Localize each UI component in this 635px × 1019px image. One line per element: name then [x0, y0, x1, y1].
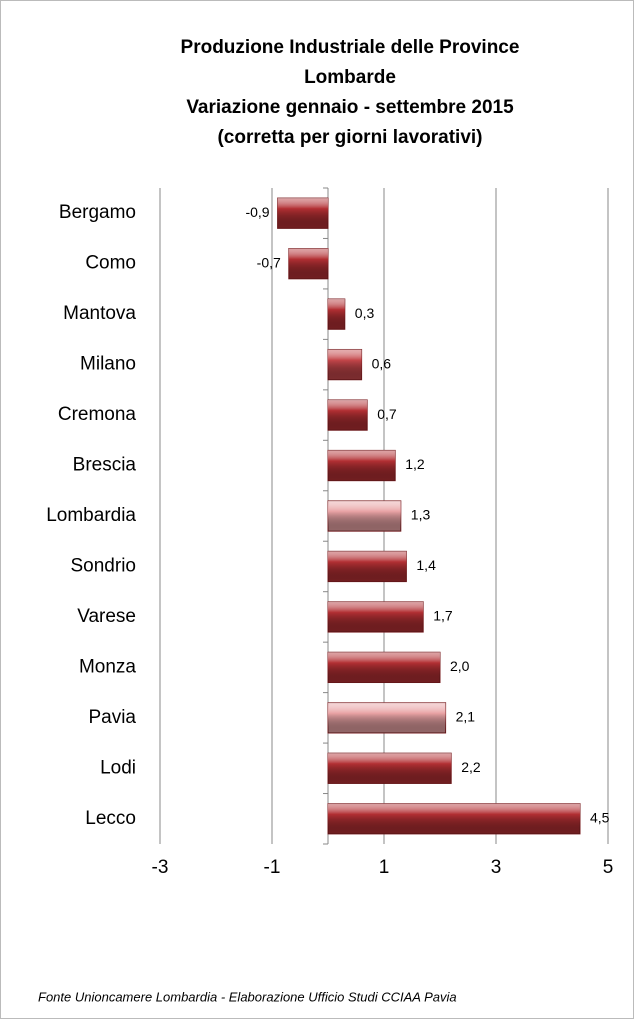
value-label: 0,6 — [372, 355, 392, 371]
x-tick-label: 1 — [379, 857, 390, 878]
x-tick-label: 3 — [491, 857, 502, 878]
bar-shade — [328, 753, 452, 784]
value-label: 0,3 — [355, 305, 375, 321]
chart-title: Lombarde — [304, 67, 396, 88]
value-label: 1,4 — [416, 557, 436, 573]
value-label: 1,7 — [433, 608, 453, 624]
category-label: Lombardia — [46, 505, 136, 526]
x-tick-label: -3 — [152, 857, 169, 878]
bar-shade — [277, 198, 328, 229]
x-tick-label: 5 — [603, 857, 614, 878]
value-label: -0,7 — [257, 254, 281, 270]
category-label: Varese — [77, 606, 136, 627]
bar-shade — [328, 601, 424, 633]
bar-shade — [328, 702, 446, 733]
bar-shade — [328, 450, 396, 481]
bar-shade — [328, 652, 440, 683]
category-label: Bergamo — [59, 202, 136, 223]
bar-shade — [328, 551, 407, 582]
category-label: Brescia — [73, 455, 137, 476]
x-tick-label: -1 — [264, 857, 281, 878]
bar-shade — [288, 248, 328, 279]
bar-shade — [328, 299, 345, 330]
bar-shade — [328, 349, 362, 380]
category-label: Sondrio — [71, 555, 137, 576]
category-label: Como — [85, 253, 136, 274]
chart-title: Produzione Industriale delle Province — [181, 37, 520, 58]
category-label: Lodi — [100, 757, 136, 778]
value-label: 2,1 — [456, 709, 476, 725]
category-label: Pavia — [88, 707, 136, 728]
category-label: Monza — [79, 656, 136, 677]
value-label: 4,5 — [590, 809, 610, 825]
category-label: Cremona — [58, 404, 137, 425]
value-label: -0,9 — [245, 204, 269, 220]
category-label: Lecco — [85, 808, 136, 829]
value-label: 1,2 — [405, 456, 425, 472]
category-label: Milano — [80, 354, 136, 375]
category-label: Mantova — [63, 303, 136, 324]
value-label: 2,2 — [461, 759, 481, 775]
chart-title: Variazione gennaio - settembre 2015 — [186, 97, 514, 118]
bar-shade — [328, 500, 401, 532]
source-note: Fonte Unioncamere Lombardia - Elaborazio… — [38, 989, 457, 1004]
bar-shade — [328, 803, 580, 834]
bar-shade — [328, 399, 368, 431]
chart-title: (corretta per giorni lavorativi) — [217, 127, 482, 148]
value-label: 0,7 — [377, 406, 397, 422]
value-label: 1,3 — [411, 507, 431, 523]
value-label: 2,0 — [450, 658, 470, 674]
